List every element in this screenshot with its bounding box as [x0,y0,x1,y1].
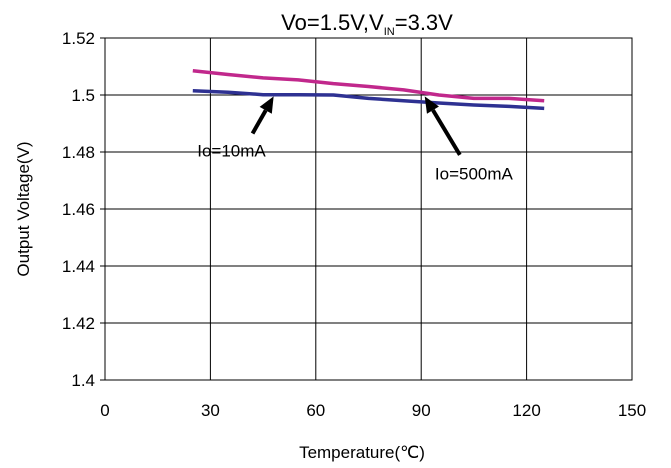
annotation-arrow [431,109,462,156]
annotation-arrowhead [259,96,274,114]
chart-title-sub: IN [384,26,395,38]
x-axis-ticks: 0 30 60 90 120 150 [100,401,646,420]
series-line [192,88,545,111]
series-line [192,69,545,103]
y-tick-label: 1.46 [62,200,95,219]
y-tick-label: 1.5 [71,86,95,105]
x-tick-label: 150 [618,401,646,420]
annotation-label: Io=500mA [435,164,514,183]
gridlines [105,38,632,380]
y-tick-label: 1.48 [62,143,95,162]
x-tick-label: 30 [201,401,220,420]
y-tick-label: 1.4 [71,371,95,390]
annotation-label: Io=10mA [197,142,266,161]
x-tick-label: 0 [100,401,109,420]
x-tick-label: 90 [412,401,431,420]
x-tick-label: 120 [512,401,540,420]
series-lines [192,69,545,111]
chart-title: Vo=1.5V,VIN=3.3V [281,10,453,38]
chart-title-tail: =3.3V [395,10,453,35]
annotations: Io=10mA Io=500mA [197,96,514,183]
y-tick-label: 1.44 [62,257,95,276]
chart-title-main: Vo=1.5V,V [281,10,384,35]
annotation-arrow [250,109,268,135]
x-axis-label: Temperature(℃) [299,443,425,462]
y-tick-label: 1.42 [62,314,95,333]
x-tick-label: 60 [306,401,325,420]
y-axis-label: Output Voltage(V) [14,141,33,276]
y-tick-label: 1.52 [62,29,95,48]
y-axis-ticks: 1.4 1.42 1.44 1.46 1.48 1.5 1.52 [62,29,105,390]
annotation-arrowhead [424,96,439,114]
